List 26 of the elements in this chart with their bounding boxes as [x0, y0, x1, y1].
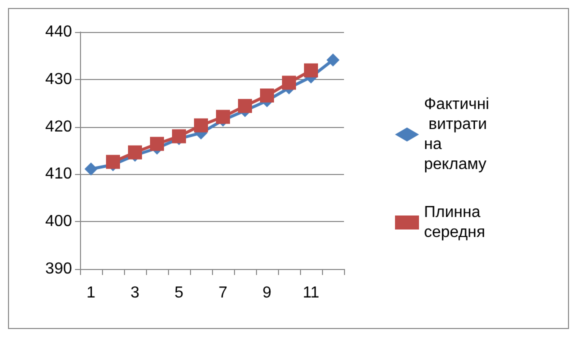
y-tick-label: 440 — [45, 24, 72, 40]
x-tick-label: 3 — [130, 284, 140, 302]
legend-label: Фактичні витрати на рекламу — [424, 96, 492, 173]
x-tick-label: 5 — [174, 284, 184, 302]
point — [194, 118, 208, 132]
x-tick-label: 9 — [262, 284, 272, 302]
point — [150, 136, 164, 151]
point — [106, 154, 120, 169]
point — [128, 145, 142, 160]
point — [260, 88, 274, 103]
y-tick-label: 410 — [45, 166, 72, 183]
point — [304, 63, 318, 78]
point — [282, 76, 296, 90]
y-tick-label: 430 — [45, 70, 72, 88]
y-tick-label: 390 — [45, 260, 72, 278]
y-tick-label: 400 — [45, 213, 72, 230]
y-tick-label: 420 — [45, 118, 72, 136]
point — [172, 129, 186, 144]
x-tick-label: 11 — [302, 284, 320, 302]
point — [84, 162, 98, 176]
legend-label: Плинна середня — [424, 204, 486, 241]
x-tick-label: 1 — [86, 284, 96, 302]
point — [326, 53, 340, 66]
point — [238, 98, 252, 113]
point — [216, 110, 230, 124]
x-tick-label: 7 — [218, 284, 228, 302]
